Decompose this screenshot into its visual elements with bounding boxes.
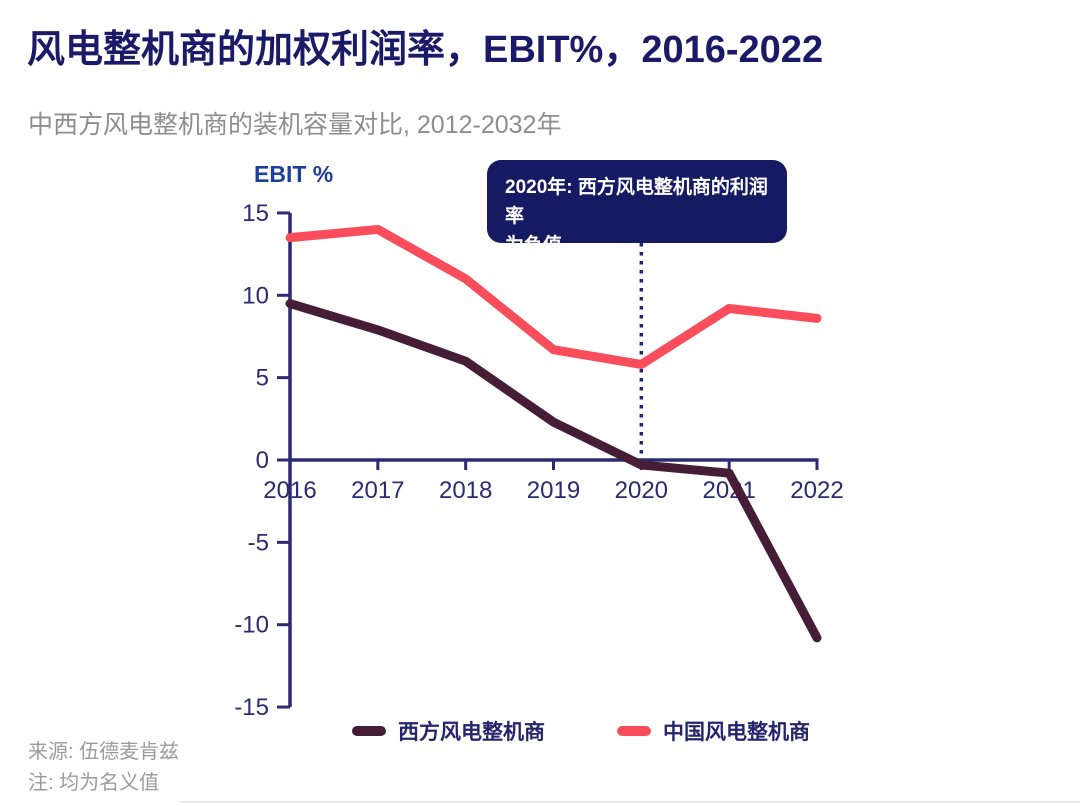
x-tick-label: 2016 <box>263 477 316 504</box>
page-title: 风电整机商的加权利润率，EBIT%，2016-2022 <box>27 29 824 71</box>
y-axis-title: EBIT % <box>254 161 334 187</box>
x-tick-label: 2020 <box>615 477 668 504</box>
legend-item-china: 中国风电整机商 <box>617 716 810 746</box>
annotation-callout: 2020年: 西方风电整机商的利润率 为负值 <box>487 160 787 256</box>
legend-item-western: 西方风电整机商 <box>352 716 545 746</box>
series-line-0 <box>285 299 822 643</box>
y-tick-label: -5 <box>248 529 269 556</box>
x-tick-label: 2018 <box>439 477 492 504</box>
y-tick-label: 5 <box>256 365 269 392</box>
chart-legend: 西方风电整机商 中国风电整机商 <box>352 716 810 746</box>
x-tick-label: 2017 <box>351 477 404 504</box>
y-tick-label: -15 <box>234 694 269 721</box>
page-subtitle: 中西方风电整机商的装机容量对比, 2012-2032年 <box>28 111 562 139</box>
y-tick-label: -10 <box>234 612 269 639</box>
x-tick-label: 2019 <box>527 477 580 504</box>
x-tick-label: 2021 <box>702 477 755 504</box>
annotation-text-line2: 为负值 <box>505 235 563 256</box>
china-series-swatch <box>617 726 651 736</box>
footnote: 注: 均为名义值 <box>28 772 160 794</box>
bottom-divider <box>180 801 1080 803</box>
y-tick-label: 15 <box>242 200 269 227</box>
x-tick-label: 2022 <box>790 477 843 504</box>
source-note: 来源: 伍德麦肯兹 <box>28 741 180 763</box>
y-tick-label: 10 <box>242 282 269 309</box>
china-series-label: 中国风电整机商 <box>663 721 810 744</box>
y-tick-label: 0 <box>256 447 269 474</box>
western-series-label: 西方风电整机商 <box>398 721 545 744</box>
annotation-text-line1: 2020年: 西方风电整机商的利润率 <box>505 177 768 227</box>
western-series-swatch <box>352 726 386 736</box>
